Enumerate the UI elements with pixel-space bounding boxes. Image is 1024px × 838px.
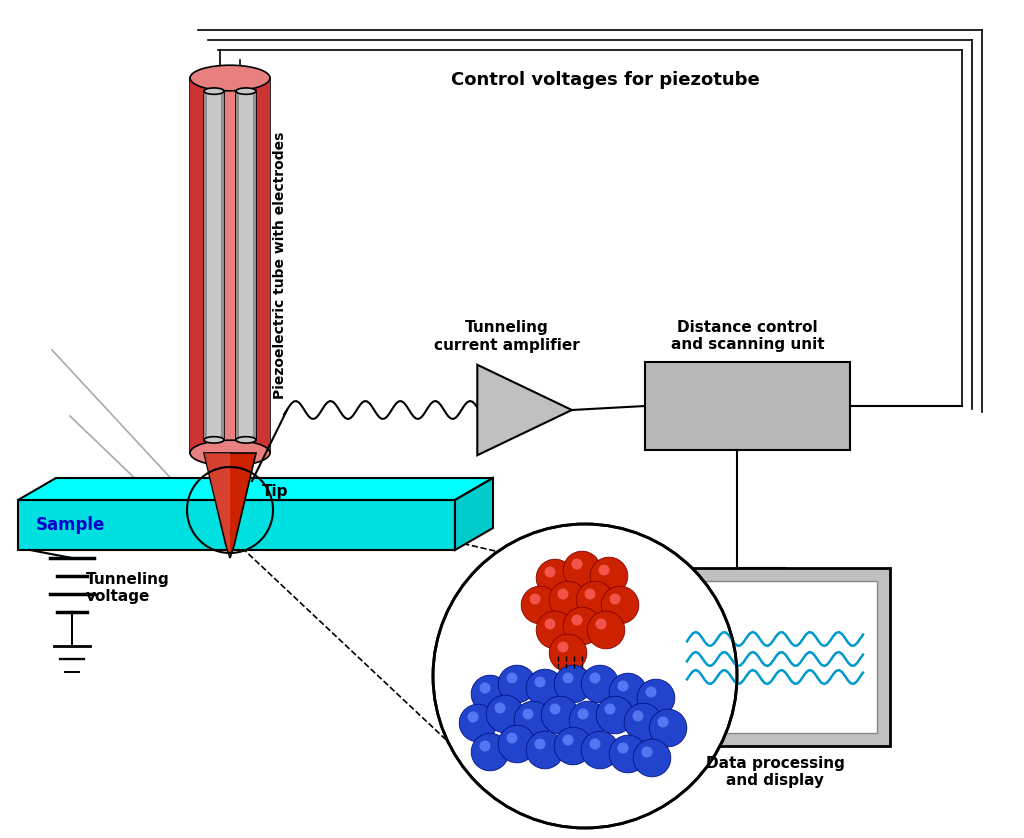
Circle shape <box>609 673 647 711</box>
Circle shape <box>587 611 625 649</box>
Circle shape <box>617 742 629 753</box>
Bar <box>190 78 204 453</box>
Text: Piezoelectric tube with electrodes: Piezoelectric tube with electrodes <box>273 132 287 399</box>
Circle shape <box>549 582 587 618</box>
Circle shape <box>562 734 573 746</box>
Circle shape <box>486 696 524 732</box>
Circle shape <box>617 680 629 691</box>
Bar <box>660 568 890 746</box>
Circle shape <box>577 582 613 618</box>
Circle shape <box>526 732 564 768</box>
Circle shape <box>507 673 517 684</box>
Circle shape <box>563 608 601 644</box>
Circle shape <box>433 524 737 828</box>
Circle shape <box>535 676 546 687</box>
Circle shape <box>535 738 546 749</box>
Circle shape <box>471 733 509 771</box>
Circle shape <box>571 558 583 570</box>
Circle shape <box>557 642 568 653</box>
Circle shape <box>521 587 559 623</box>
Text: Control voltages for piezotube: Control voltages for piezotube <box>451 71 760 89</box>
Polygon shape <box>477 365 571 455</box>
Ellipse shape <box>204 437 224 443</box>
Circle shape <box>529 593 541 604</box>
Circle shape <box>537 559 573 597</box>
Circle shape <box>585 588 596 599</box>
Circle shape <box>571 614 583 625</box>
Circle shape <box>550 703 560 715</box>
Ellipse shape <box>204 88 224 95</box>
Circle shape <box>459 704 497 742</box>
Circle shape <box>596 618 606 629</box>
Ellipse shape <box>236 88 256 95</box>
Circle shape <box>554 727 592 765</box>
Bar <box>190 78 270 453</box>
Circle shape <box>601 587 639 623</box>
Circle shape <box>590 673 600 684</box>
Circle shape <box>499 725 536 763</box>
Text: Distance control
and scanning unit: Distance control and scanning unit <box>671 319 824 352</box>
Bar <box>253 91 256 440</box>
Bar <box>236 91 240 440</box>
Bar <box>236 91 256 440</box>
Polygon shape <box>18 478 493 500</box>
Text: Tunneling
current amplifier: Tunneling current amplifier <box>434 320 580 353</box>
Circle shape <box>545 618 555 629</box>
Circle shape <box>562 673 573 684</box>
Polygon shape <box>455 478 493 550</box>
Circle shape <box>633 739 671 777</box>
Circle shape <box>645 686 656 697</box>
Text: Sample: Sample <box>36 516 105 534</box>
Bar <box>220 91 224 440</box>
Circle shape <box>590 557 628 595</box>
Bar <box>645 362 850 450</box>
Circle shape <box>633 711 643 722</box>
Circle shape <box>609 593 621 604</box>
Circle shape <box>604 703 615 715</box>
Circle shape <box>641 747 652 758</box>
Circle shape <box>569 701 607 739</box>
Bar <box>673 581 877 733</box>
Ellipse shape <box>190 65 270 91</box>
Circle shape <box>514 701 552 739</box>
Circle shape <box>479 682 490 694</box>
Circle shape <box>542 696 579 734</box>
Text: Tip: Tip <box>262 484 289 499</box>
Circle shape <box>522 708 534 720</box>
Text: Tunneling
voltage: Tunneling voltage <box>86 572 170 604</box>
Circle shape <box>554 665 592 703</box>
Circle shape <box>507 732 517 743</box>
Bar <box>256 78 270 453</box>
Circle shape <box>468 711 478 722</box>
Circle shape <box>657 716 669 727</box>
Circle shape <box>563 551 601 589</box>
Bar <box>204 91 208 440</box>
Circle shape <box>537 611 573 649</box>
Circle shape <box>545 566 555 577</box>
Circle shape <box>495 702 506 713</box>
Circle shape <box>649 709 687 747</box>
Bar <box>204 91 224 440</box>
Circle shape <box>526 670 564 706</box>
Circle shape <box>625 703 662 741</box>
Circle shape <box>596 696 634 734</box>
Circle shape <box>590 738 600 749</box>
Circle shape <box>479 741 490 752</box>
Circle shape <box>499 665 536 703</box>
Circle shape <box>609 735 647 773</box>
Polygon shape <box>204 453 256 558</box>
Text: Data processing
and display: Data processing and display <box>706 756 845 789</box>
Circle shape <box>582 665 618 703</box>
Bar <box>18 500 455 550</box>
Circle shape <box>471 675 509 713</box>
Circle shape <box>549 634 587 672</box>
Ellipse shape <box>236 437 256 443</box>
Circle shape <box>582 732 618 768</box>
Circle shape <box>637 680 675 716</box>
Circle shape <box>578 708 589 720</box>
Circle shape <box>598 565 609 576</box>
Ellipse shape <box>190 440 270 466</box>
Circle shape <box>557 588 568 599</box>
Polygon shape <box>204 453 230 558</box>
